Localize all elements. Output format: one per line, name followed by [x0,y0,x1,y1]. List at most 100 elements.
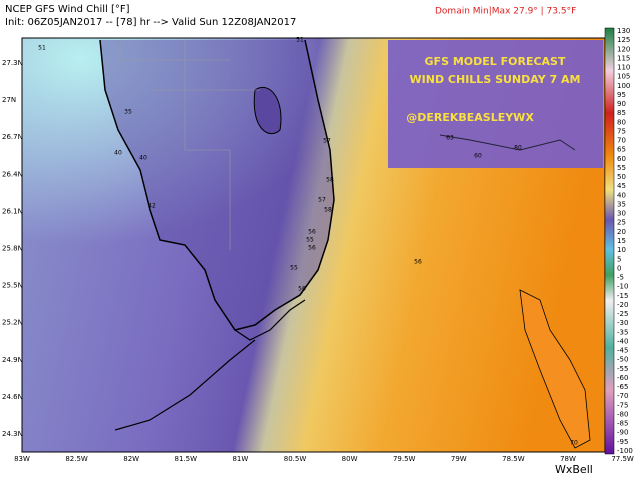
lat-label: 27.3N [2,59,23,67]
map-title: NCEP GFS Wind Chill [°F] [5,4,130,15]
colorbar-label: 105 [617,73,630,81]
lat-label: 24.9N [2,356,23,364]
contour-label: 55 [306,237,314,244]
domain-range: Domain Min|Max 27.9° | 73.5°F [435,7,576,17]
lon-label: 81W [232,455,248,463]
andros-island [519,289,591,449]
colorbar-label: 65 [617,146,626,154]
colorbar-label: -10 [617,283,628,291]
colorbar-label: 0 [617,264,621,272]
overlay-title: GFS MODEL FORECAST [425,55,566,68]
contour-label: 40 [139,155,147,162]
colorbar-label: -55 [617,365,628,373]
contour-label: 70 [570,440,578,447]
colorbar-label: 115 [617,54,630,62]
colorbar-label: 40 [617,191,626,199]
lon-label: 79.5W [393,455,416,463]
contour-label: 42 [148,203,156,210]
lat-label: 24.6N [2,393,23,401]
colorbar-label: -30 [617,319,628,327]
brand: WxBell [555,463,593,476]
overlay-subtitle: WIND CHILLS SUNDAY 7 AM [410,73,581,86]
colorbar-label: 20 [617,228,626,236]
colorbar-label: 120 [617,45,630,53]
colorbar-label: 125 [617,36,630,44]
colorbar [604,27,615,455]
contour-label: 51 [296,37,304,44]
colorbar-label: -45 [617,347,628,355]
colorbar-label: -100 [617,447,633,455]
contour-label: 56 [308,229,316,236]
contour-label: 63 [446,135,454,142]
colorbar-label: 80 [617,118,626,126]
colorbar-label: -60 [617,374,628,382]
lon-label: 82W [123,455,139,463]
colorbar-label: -90 [617,429,628,437]
lon-label: 77.5W [611,455,634,463]
lon-label: 78W [560,455,576,463]
colorbar-label: 95 [617,91,626,99]
colorbar-label: 130 [617,27,630,35]
colorbar-label: 10 [617,246,626,254]
contour-label: 56 [414,259,422,266]
colorbar-label: -85 [617,420,628,428]
overlay-inset-coast [439,134,576,151]
overlay-handle: @DEREKBEASLEYWX [406,111,534,124]
colorbar-label: 70 [617,137,626,145]
lon-label: 83W [14,455,30,463]
lat-label: 26.1N [2,207,23,215]
contour-label: 51 [38,45,46,52]
colorbar-label: 90 [617,100,626,108]
lat-label: 27N [2,96,16,104]
colorbar-label: -5 [617,274,624,282]
lon-label: 80.5W [284,455,307,463]
contour-label: 35 [124,109,132,116]
contour-label: 58 [324,207,332,214]
lat-label: 26.7N [2,133,23,141]
colorbar-label: 60 [617,155,626,163]
contour-label: 57 [318,197,326,204]
contour-label: 56 [308,245,316,252]
lake-okeechobee [253,87,282,135]
colorbar-label: -35 [617,328,628,336]
lat-label: 26.4N [2,170,23,178]
colorbar-label: -95 [617,438,628,446]
overlay-box [388,40,603,168]
lat-label: 25.5N [2,282,23,290]
colorbar-label: 30 [617,210,626,218]
colorbar-label: 25 [617,219,626,227]
colorbar-label: -50 [617,356,628,364]
lon-label: 80W [342,455,358,463]
contour-label: 56 [298,286,306,293]
lon-label: 82.5W [65,455,88,463]
colorbar-label: 5 [617,255,621,263]
county-lines [119,40,260,250]
colorbar-label: 55 [617,164,626,172]
colorbar-label: 35 [617,200,626,208]
contour-label: 40 [114,150,122,157]
colorbar-label: -75 [617,401,628,409]
colorbar-label: -25 [617,310,628,318]
colorbar-label: 110 [617,64,630,72]
lat-label: 24.3N [2,430,23,438]
colorbar-label: 50 [617,173,626,181]
lon-label: 81.5W [175,455,198,463]
lat-label: 25.2N [2,319,23,327]
lon-label: 79W [451,455,467,463]
contour-label: 58 [326,177,334,184]
colorbar-label: -40 [617,337,628,345]
colorbar-label: 100 [617,82,630,90]
contour-label: 80 [514,145,522,152]
florida-keys [114,299,306,431]
contour-label: 55 [290,265,298,272]
colorbar-label: -80 [617,410,628,418]
lon-label: 78.5W [502,455,525,463]
contour-label: 60 [474,153,482,160]
map-subtitle: Init: 06Z05JAN2017 -- [78] hr --> Valid … [5,17,296,28]
colorbar-label: 85 [617,109,626,117]
colorbar-label: -15 [617,292,628,300]
contour-label: 57 [323,138,331,145]
colorbar-label: 15 [617,237,626,245]
colorbar-label: 45 [617,182,626,190]
